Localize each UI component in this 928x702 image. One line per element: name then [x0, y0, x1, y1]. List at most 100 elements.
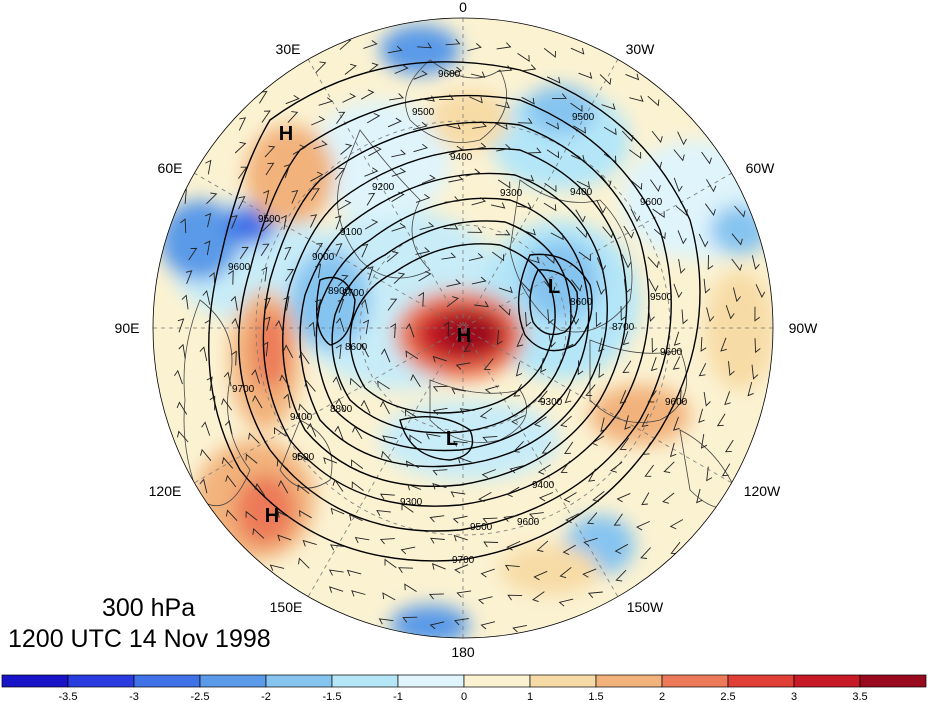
wind-barb: [673, 149, 685, 162]
wind-barb: [238, 196, 246, 210]
wind-barb: [349, 514, 363, 522]
wind-barb: [603, 153, 617, 163]
wind-barb: [332, 479, 344, 492]
wind-barb: [516, 202, 532, 209]
wind-barb: [648, 278, 659, 292]
wind-barb: [465, 168, 481, 177]
wind-barb: [644, 464, 654, 477]
colorbar-box: [331, 674, 399, 688]
wind-barb: [521, 64, 537, 72]
wind-barb: [364, 167, 379, 177]
wind-barb: [264, 316, 271, 331]
wind-barb: [224, 419, 233, 435]
lon-label-150w: 150W: [627, 599, 664, 615]
wind-barb: [517, 117, 533, 124]
wind-barb: [647, 307, 655, 322]
wind-barb: [206, 192, 218, 205]
wind-barb: [254, 483, 266, 496]
lon-label-180: 180: [451, 644, 475, 660]
wind-barb: [620, 305, 627, 321]
wind-barb: [509, 465, 525, 474]
wind-barb: [716, 413, 726, 427]
wind-barb: [376, 509, 391, 516]
wind-barb: [498, 304, 511, 316]
wind-barb: [332, 376, 342, 391]
wind-barb: [669, 442, 677, 458]
wind-barb: [413, 70, 428, 80]
wind-barb: [731, 258, 743, 272]
wind-barb: [418, 291, 424, 307]
wind-barb: [650, 156, 663, 169]
wind-barb: [521, 228, 536, 236]
wind-barb: [452, 515, 468, 524]
wind-barb: [177, 430, 189, 443]
wind-barb: [455, 362, 471, 370]
wind-barb: [178, 343, 186, 359]
wind-barb: [351, 590, 366, 597]
wind-barb: [209, 395, 216, 411]
wind-barb: [284, 246, 292, 261]
wind-barb: [484, 385, 500, 394]
wind-barb: [677, 230, 687, 245]
wind-barb: [537, 464, 551, 475]
colorbar-box: [463, 674, 531, 688]
wind-barb: [297, 453, 311, 462]
wind-barb: [698, 362, 707, 377]
wind-barb: [457, 456, 472, 464]
wind-barb: [200, 448, 212, 461]
wind-barb: [407, 483, 422, 491]
wind-barb: [677, 131, 687, 146]
high-center-label: H: [457, 325, 471, 347]
wind-barb: [625, 73, 640, 81]
wind-barb: [528, 512, 544, 519]
lon-label-120w: 120W: [744, 483, 781, 499]
colorbar: -3.5 -3 -2.5 -2 -1.5 -1 0 1 1.5 2 2.5 3 3.5: [1, 674, 927, 702]
wind-barb: [285, 95, 300, 105]
colorbar-tick-label: 3: [791, 691, 797, 702]
wind-barb: [679, 389, 686, 405]
wind-barb: [304, 379, 316, 392]
wind-barb: [543, 48, 556, 58]
wind-barbs: [174, 38, 766, 633]
wind-barb: [391, 191, 405, 202]
colorbar-tick-label: -3.5: [59, 691, 78, 702]
wind-barb: [496, 330, 503, 346]
wind-barb: [650, 179, 661, 192]
wind-barb: [519, 175, 535, 182]
colorbar-box: [1, 674, 69, 688]
wind-barb: [454, 564, 469, 574]
wind-barb: [209, 271, 216, 287]
wind-barb: [329, 544, 345, 551]
wind-barb: [446, 279, 462, 287]
wind-barb: [283, 344, 294, 359]
wind-barb: [585, 384, 596, 397]
wind-barb: [600, 175, 612, 188]
wind-barb: [525, 312, 532, 327]
wind-barb: [204, 212, 212, 228]
wind-barb: [412, 121, 428, 131]
colorbar-box: [793, 674, 861, 688]
colorbar-tick-label: 2: [659, 691, 665, 702]
wind-barb: [497, 65, 513, 72]
wind-barb: [298, 557, 310, 569]
wind-barb: [405, 350, 419, 360]
wind-barb: [404, 583, 417, 592]
wind-barb: [346, 569, 362, 577]
wind-barb: [467, 43, 482, 52]
wind-barb: [285, 269, 295, 282]
wind-barb: [450, 491, 466, 498]
wind-barb: [515, 362, 523, 377]
wind-barb: [234, 141, 247, 154]
wind-barb: [512, 624, 527, 633]
contour-label: 9600: [438, 69, 461, 80]
wind-barb: [311, 116, 326, 126]
wind-barb: [569, 311, 580, 325]
wind-barb: [298, 403, 310, 416]
wind-barb: [541, 441, 552, 454]
wind-barb: [560, 415, 572, 428]
wind-barb: [382, 592, 396, 601]
wind-barb: [302, 539, 317, 547]
title-datetime: 1200 UTC 14 Nov 1998: [8, 625, 271, 653]
wind-barb: [453, 618, 469, 626]
